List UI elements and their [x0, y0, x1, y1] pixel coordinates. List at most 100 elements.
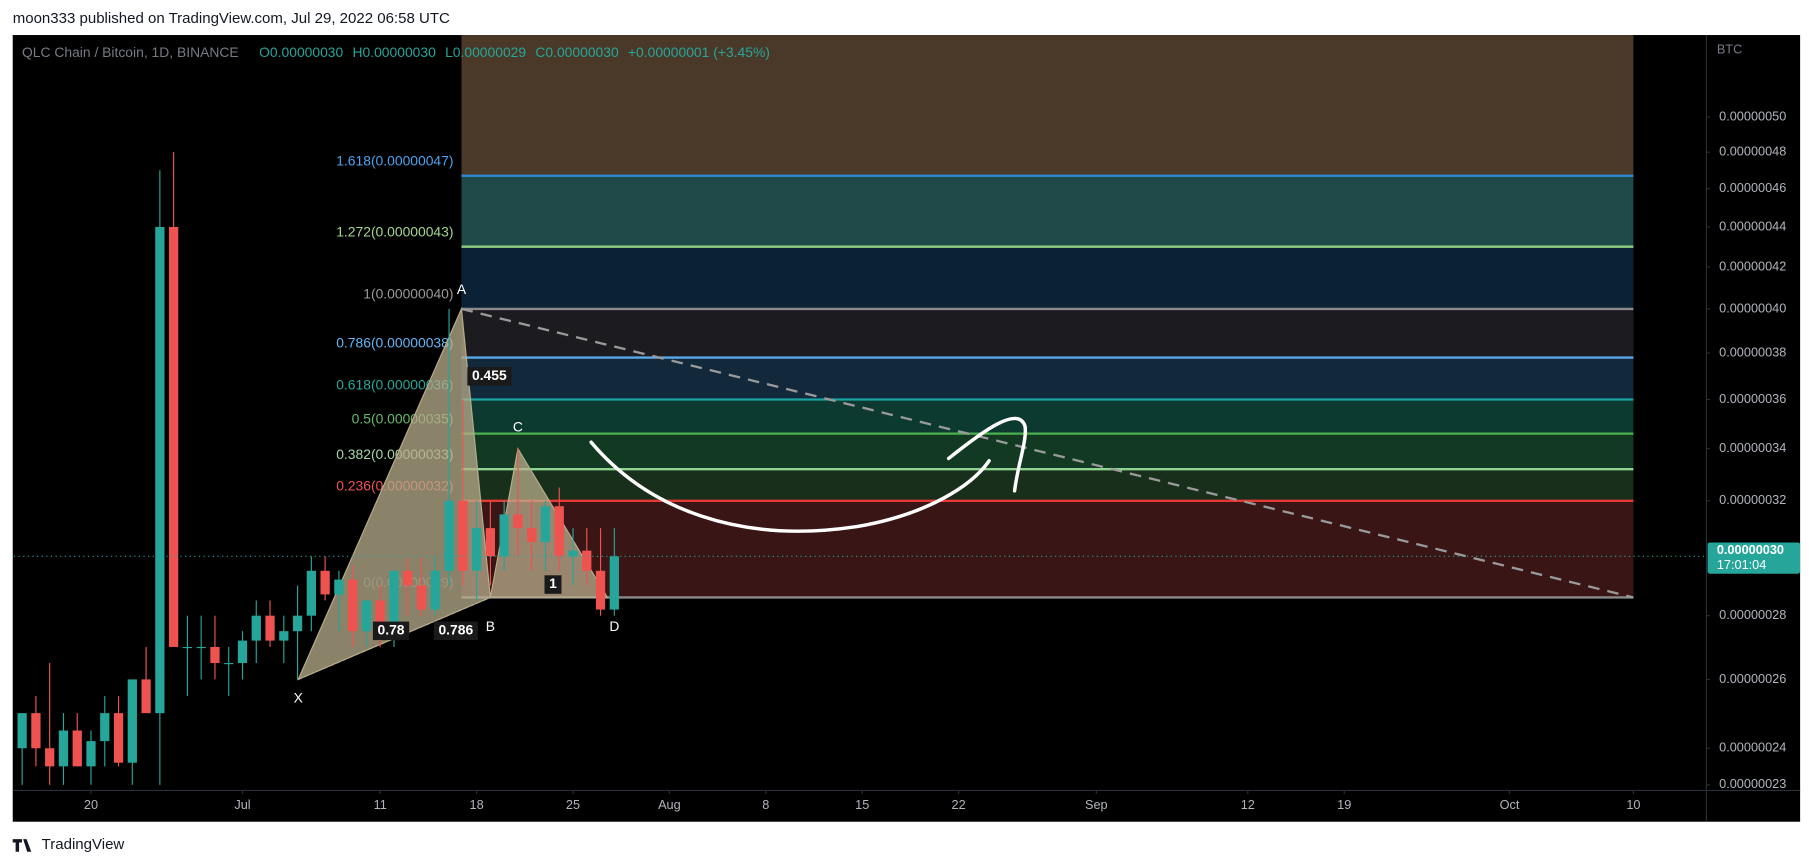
candle-body — [471, 528, 482, 571]
ohlc-value: L0.00000029 — [445, 44, 526, 60]
ohlc-value: O0.00000030 — [259, 44, 343, 60]
hand-drawn-arrow — [589, 416, 1028, 533]
candle-body — [210, 646, 220, 664]
fib-zone — [461, 308, 1634, 358]
countdown: 17:01:04 — [1717, 557, 1767, 572]
fib-label: 0.618(0.00000036) — [336, 376, 453, 392]
fib-label: 1(0.00000040) — [363, 286, 453, 302]
y-tick-label: 0.00000026 — [1719, 671, 1786, 686]
candle-body — [113, 713, 124, 763]
candle-body — [169, 226, 179, 647]
candle-body — [279, 631, 289, 641]
y-tick-label: 0.00000042 — [1719, 258, 1786, 273]
ohlc-value: C0.00000030 — [535, 44, 619, 60]
fib-zone — [461, 246, 1634, 309]
brand: TradingView — [42, 836, 125, 853]
candle-body — [609, 556, 619, 610]
candle-body — [416, 585, 427, 610]
candle-body — [265, 615, 275, 641]
logo-icon — [12, 839, 32, 852]
fib-zone — [461, 500, 1634, 598]
x-tick-label: 10 — [1626, 797, 1640, 812]
fib-zone — [461, 35, 1634, 176]
last-price-tag — [1707, 542, 1801, 574]
fib-zone — [461, 399, 1634, 434]
fib-zone — [461, 433, 1634, 470]
candle-body — [31, 713, 41, 749]
candle-body — [499, 514, 509, 557]
candle-body — [582, 550, 592, 571]
candle-body — [58, 730, 69, 767]
pattern-point-label: A — [457, 281, 467, 297]
x-tick-label: 19 — [1337, 797, 1351, 812]
candle-body — [595, 570, 606, 610]
candle-body — [485, 528, 496, 557]
fib-label: 1.618(0.00000047) — [336, 153, 453, 169]
ohlc-value: +0.00000001 (+3.45%) — [628, 44, 770, 60]
publish-info: moon333 published on TradingView.com, Ju… — [13, 10, 450, 27]
pattern-point-label: B — [486, 618, 495, 634]
y-tick-label: 0.00000044 — [1719, 218, 1786, 233]
y-tick-label: 0.00000036 — [1719, 391, 1786, 406]
candle-body — [334, 579, 344, 595]
candle-body — [155, 226, 165, 714]
candle-body — [182, 646, 193, 649]
candle-body — [568, 550, 578, 557]
candle-body — [527, 528, 537, 543]
pattern-ratio: 0.455 — [472, 367, 507, 383]
candle-body — [17, 713, 27, 749]
pattern-point-label: C — [513, 419, 523, 435]
x-tick-label: Sep — [1085, 797, 1108, 812]
candle-body — [45, 748, 55, 767]
symbol-title: QLC Chain / Bitcoin, 1D, BINANCE — [22, 44, 239, 60]
x-tick-label: 22 — [952, 797, 966, 812]
candle-body — [86, 741, 96, 767]
x-tick-label: 25 — [566, 797, 580, 812]
x-tick-label: 15 — [855, 797, 869, 812]
candle-body — [224, 663, 234, 665]
fib-label: 1.272(0.00000043) — [336, 224, 453, 240]
candle-body — [513, 514, 523, 529]
footer-logo: TradingView — [12, 836, 125, 853]
candle-body — [430, 570, 440, 610]
y-tick-label: 0.00000034 — [1719, 440, 1786, 455]
plot: 1.618(0.00000047) 1.272(0.00000043) 1(0.00… — [13, 35, 1801, 812]
candle-body — [320, 570, 330, 595]
pattern-point-label: X — [294, 690, 303, 706]
candle-body — [554, 506, 564, 557]
candle-body — [375, 600, 385, 638]
y-tick-label: 0.00000046 — [1719, 180, 1786, 195]
candle-body — [196, 646, 206, 649]
candle-body — [292, 615, 303, 632]
pattern-leg — [298, 596, 608, 680]
x-tick-label: Aug — [658, 797, 681, 812]
candle-body — [444, 500, 454, 571]
x-tick-label: 12 — [1241, 797, 1255, 812]
x-tick-label: Jul — [234, 797, 250, 812]
pattern-ratio-bg — [433, 621, 478, 641]
last-price-label: 0.00000030 — [1717, 542, 1784, 557]
candle-body — [540, 506, 551, 543]
x-tick-label: 8 — [762, 797, 769, 812]
x-tick-label: 20 — [84, 797, 98, 812]
y-tick-label: 0.00000040 — [1719, 300, 1786, 315]
candle-body — [141, 679, 151, 714]
fib-label: 0.786(0.00000038) — [336, 334, 453, 350]
ohlc-legend: O0.00000030 H0.00000030 L0.00000029 C0.0000… — [259, 44, 770, 60]
x-tick-label: 18 — [470, 797, 484, 812]
pattern-point-label: D — [609, 618, 619, 634]
candle-body — [361, 600, 372, 632]
y-tick-label: 0.00000038 — [1719, 344, 1786, 359]
x-tick-label: Oct — [1500, 797, 1520, 812]
y-tick-label: 0.00000050 — [1719, 108, 1786, 123]
y-tick-label: 0.00000024 — [1719, 740, 1786, 755]
y-tick-label: 0.00000048 — [1719, 143, 1786, 158]
candle-body — [348, 579, 358, 632]
y-tick-label: 0.00000023 — [1719, 776, 1786, 791]
candle-body — [458, 500, 468, 571]
ohlc-value: H0.00000030 — [353, 44, 437, 60]
pattern-ratio-bg — [372, 621, 410, 641]
candle-body — [251, 615, 261, 641]
candle-body — [306, 570, 316, 616]
